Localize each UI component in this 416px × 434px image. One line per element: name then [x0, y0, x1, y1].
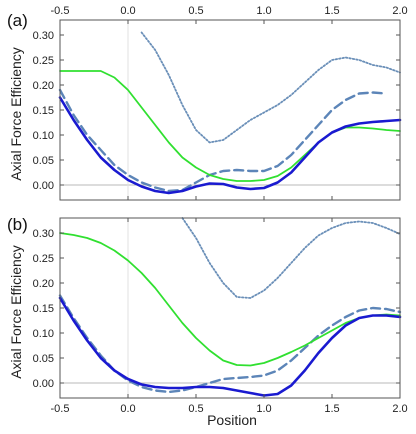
y-tick-label-a: 0.05 — [33, 155, 54, 167]
y-tick-label-b: 0.15 — [33, 303, 54, 315]
y-tick-label-a: 0.30 — [33, 30, 54, 42]
y-axis-title-a: Axial Force Efficiency — [8, 47, 24, 181]
y-tick-label-b: 0.00 — [33, 378, 54, 390]
y-tick-label-a: 0.00 — [33, 180, 54, 192]
panel-b: 0.00 0.05 0.10 0.15 0.20 0.25 0.30 -0.5 0.0 0.5 1.… — [7, 215, 408, 415]
x-tick-label-b: 1.0 — [256, 403, 271, 415]
series-line-b-3 — [59, 232, 401, 367]
x-tick-label-a: 0.5 — [188, 5, 203, 17]
x-axis-title: Position — [207, 412, 257, 428]
panel-a: 0.00 0.05 0.10 0.15 0.20 0.25 0.30 -0.5 0.0 0.5 1.… — [7, 5, 408, 201]
x-tick-label-b: -0.5 — [51, 403, 70, 415]
y-axis-title-b: Axial Force Efficiency — [8, 245, 24, 379]
x-tick-label-a: 1.0 — [256, 5, 271, 17]
y-tick-label-a: 0.20 — [33, 80, 54, 92]
series-line-b-4 — [58, 296, 402, 397]
y-tick-label-b: 0.30 — [33, 228, 54, 240]
plot-frame-b — [59, 217, 401, 399]
x-tick-label-a: -0.5 — [51, 5, 70, 17]
panel-label-a: (a) — [7, 11, 28, 30]
series-line-a-1 — [140, 31, 401, 144]
plot-frame-a — [59, 19, 401, 201]
x-tick-label-a: 2.0 — [392, 5, 407, 17]
x-tick-label-b: 1.5 — [324, 403, 339, 415]
x-tick-label-b: 0.5 — [188, 403, 203, 415]
series-line-a-2 — [58, 88, 388, 193]
y-tick-label-a: 0.10 — [33, 130, 54, 142]
y-tick-label-a: 0.25 — [33, 55, 54, 67]
x-tick-label-a: 1.5 — [324, 5, 339, 17]
series-line-b-2 — [58, 294, 402, 394]
series-line-a-4 — [58, 96, 402, 195]
panel-label-b: (b) — [7, 215, 28, 234]
x-tick-label-b: 2.0 — [392, 403, 407, 415]
y-tick-label-b: 0.25 — [33, 253, 54, 265]
y-tick-label-a: 0.15 — [33, 105, 54, 117]
x-tick-label-a: 0.0 — [120, 5, 135, 17]
y-tick-label-b: 0.20 — [33, 278, 54, 290]
series-line-b-1 — [181, 217, 401, 299]
y-tick-label-b: 0.10 — [33, 328, 54, 340]
y-tick-label-b: 0.05 — [33, 353, 54, 365]
x-tick-label-b: 0.0 — [120, 403, 135, 415]
